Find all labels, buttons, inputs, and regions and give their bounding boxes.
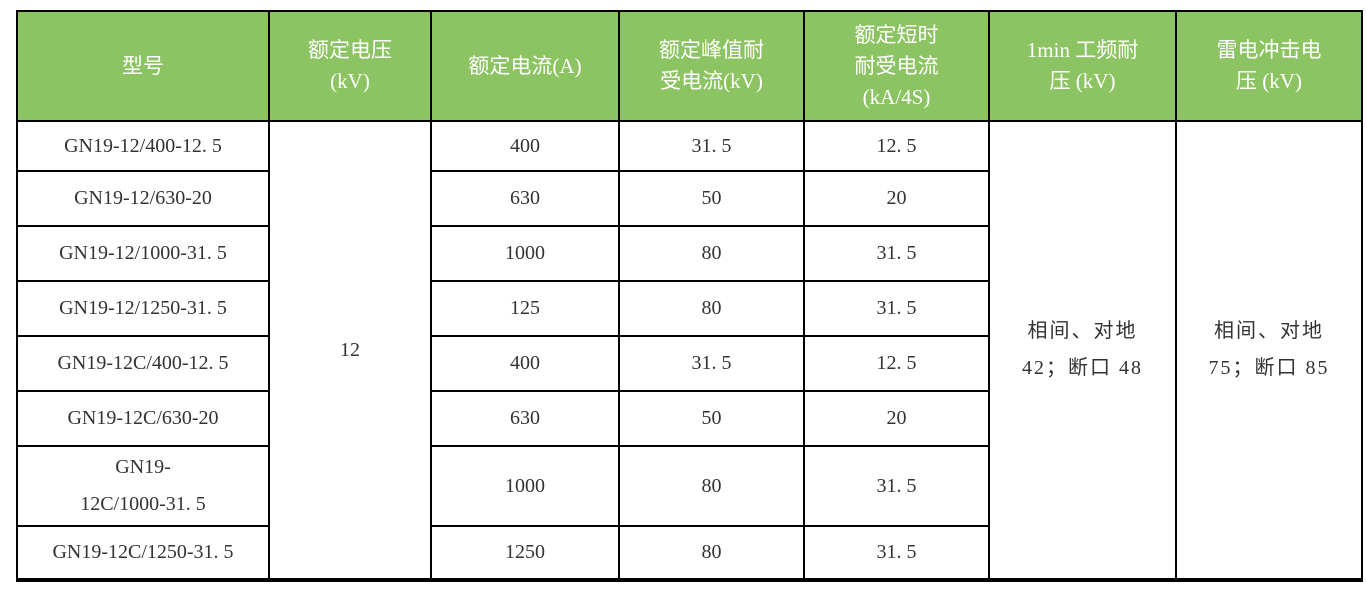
cell-rated-current: 400	[430, 335, 620, 392]
cell-short-time-withstand: 20	[803, 170, 990, 227]
cell-rated-current: 125	[430, 280, 620, 337]
cell-rated-current: 630	[430, 170, 620, 227]
cell-peak-withstand: 80	[618, 445, 805, 527]
cell-peak-withstand: 50	[618, 170, 805, 227]
cell-short-time-withstand: 31. 5	[803, 280, 990, 337]
table-row: GN19-12C/630-20 630 50 20	[16, 390, 1362, 447]
cell-rated-current: 400	[430, 120, 620, 172]
cell-short-time-withstand: 12. 5	[803, 120, 990, 172]
cell-short-time-withstand: 31. 5	[803, 445, 990, 527]
header-cell-short-time-withstand-current: 额定短时 耐受电流 (kA/4S)	[803, 10, 990, 122]
header-cell-rated-voltage: 额定电压 (kV)	[268, 10, 432, 122]
cell-peak-withstand: 80	[618, 525, 805, 581]
cell-model: GN19- 12C/1000-31. 5	[16, 445, 270, 527]
cell-rated-current: 1000	[430, 225, 620, 282]
table-row: GN19-12/630-20 630 50 20	[16, 170, 1362, 227]
table-row: GN19-12C/400-12. 5 400 31. 5 12. 5	[16, 335, 1362, 392]
cell-power-frequency-merged: 相间、对地 42；断口 48	[988, 120, 1177, 581]
table-row: GN19-12C/1250-31. 5 1250 80 31. 5	[16, 525, 1362, 581]
header-cell-power-frequency-withstand-voltage: 1min 工频耐 压 (kV)	[988, 10, 1177, 122]
cell-short-time-withstand: 12. 5	[803, 335, 990, 392]
header-row: 型号 额定电压 (kV) 额定电流(A) 额定峰值耐 受电流(kV) 额定短时 …	[16, 10, 1363, 122]
header-cell-model: 型号	[16, 10, 270, 122]
cell-model: GN19-12C/400-12. 5	[16, 335, 270, 392]
header-cell-lightning-impulse-voltage: 雷电冲击电 压 (kV)	[1175, 10, 1363, 122]
table-row: GN19-12/1000-31. 5 1000 80 31. 5	[16, 225, 1362, 282]
table-row: GN19- 12C/1000-31. 5 1000 80 31. 5	[16, 445, 1362, 527]
cell-peak-withstand: 80	[618, 225, 805, 282]
cell-peak-withstand: 31. 5	[618, 335, 805, 392]
cell-rated-current: 1250	[430, 525, 620, 581]
cell-short-time-withstand: 31. 5	[803, 525, 990, 581]
header-cell-peak-withstand-current: 额定峰值耐 受电流(kV)	[618, 10, 805, 122]
table-row: GN19-12/400-12. 5 12 400 31. 5 12. 5 相间、…	[16, 120, 1363, 581]
cell-rated-voltage-merged: 12	[268, 120, 432, 581]
cell-rated-current: 630	[430, 390, 620, 447]
cell-model: GN19-12C/630-20	[16, 390, 270, 447]
cell-peak-withstand: 80	[618, 280, 805, 337]
table-row: GN19-12/1250-31. 5 125 80 31. 5	[16, 280, 1362, 337]
cell-model: GN19-12/1000-31. 5	[16, 225, 270, 282]
cell-peak-withstand: 31. 5	[618, 120, 805, 172]
cell-short-time-withstand: 31. 5	[803, 225, 990, 282]
cell-short-time-withstand: 20	[803, 390, 990, 447]
cell-lightning-impulse-merged: 相间、对地 75；断口 85	[1175, 120, 1363, 581]
cell-model: GN19-12/1250-31. 5	[16, 280, 270, 337]
header-cell-rated-current: 额定电流(A)	[430, 10, 620, 122]
cell-rated-current: 1000	[430, 445, 620, 527]
cell-peak-withstand: 50	[618, 390, 805, 447]
cell-model: GN19-12/400-12. 5	[16, 120, 270, 172]
spec-table: 型号 额定电压 (kV) 额定电流(A) 额定峰值耐 受电流(kV) 额定短时 …	[16, 10, 1363, 582]
cell-model: GN19-12/630-20	[16, 170, 270, 227]
cell-model: GN19-12C/1250-31. 5	[16, 525, 270, 581]
